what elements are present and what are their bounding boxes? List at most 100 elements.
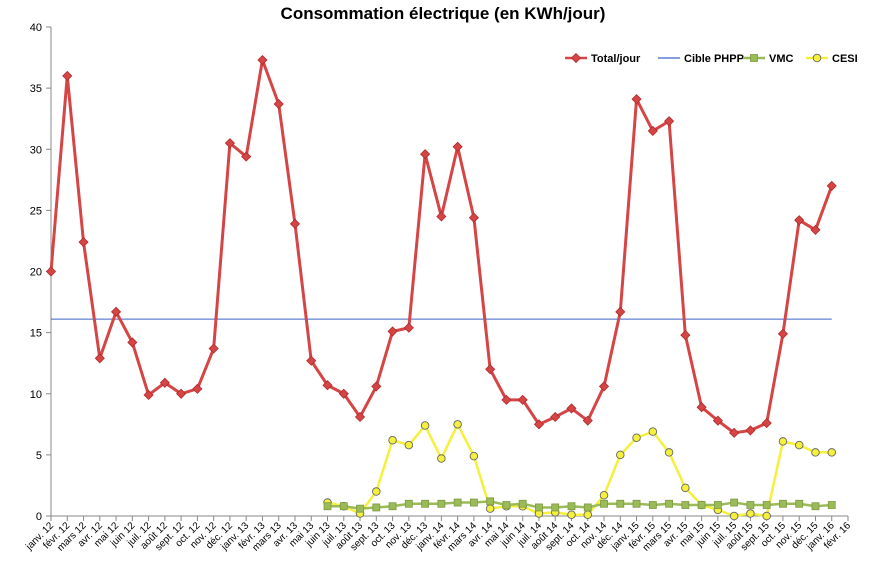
- data-point: [567, 510, 576, 520]
- legend-marker: [812, 53, 822, 63]
- data-point: [533, 419, 545, 430]
- y-tick-label: 20: [30, 267, 42, 279]
- data-point: [761, 418, 772, 429]
- data-point: [811, 448, 820, 457]
- data-point: [387, 326, 398, 337]
- data-point: [62, 70, 73, 81]
- data-point: [795, 499, 804, 508]
- chart-title: Consommation électrique (en KWh/jour): [280, 4, 606, 23]
- data-point: [794, 440, 804, 450]
- data-point: [599, 490, 609, 500]
- data-point: [777, 328, 789, 339]
- data-point: [453, 420, 462, 429]
- data-point: [356, 504, 364, 513]
- data-point: [681, 483, 690, 493]
- legend-item: Cible PHPP: [658, 53, 744, 65]
- data-point: [600, 499, 608, 508]
- series-line: [49, 58, 834, 435]
- data-point: [420, 421, 430, 430]
- data-point: [730, 498, 739, 507]
- data-point: [778, 437, 788, 446]
- y-tick-label: 15: [30, 328, 42, 340]
- data-point: [192, 383, 203, 394]
- data-point: [583, 503, 592, 512]
- data-point: [436, 211, 447, 222]
- data-point: [469, 498, 478, 507]
- data-point: [696, 402, 707, 413]
- data-point: [469, 451, 479, 461]
- legend: Total/jour Cible PHPP VMC CESI: [565, 52, 858, 65]
- data-point: [810, 224, 821, 236]
- data-point: [680, 330, 691, 341]
- data-point: [485, 504, 495, 513]
- data-point: [827, 501, 836, 509]
- data-point: [648, 501, 657, 509]
- legend-item: Total/jour: [565, 52, 641, 65]
- data-point: [746, 509, 755, 518]
- data-point: [631, 94, 642, 105]
- data-point: [421, 499, 430, 508]
- data-point: [388, 502, 397, 511]
- data-point: [339, 502, 348, 511]
- legend-item: VMC: [743, 53, 794, 65]
- data-point: [403, 322, 414, 333]
- legend-marker: [750, 54, 758, 62]
- legend-marker: [570, 52, 582, 64]
- data-point: [437, 454, 446, 463]
- data-point: [632, 499, 641, 508]
- data-point: [371, 381, 382, 392]
- data-point: [452, 141, 463, 152]
- data-point: [257, 54, 268, 66]
- series-layer: [45, 54, 837, 521]
- data-point: [404, 499, 413, 508]
- data-point: [176, 388, 187, 399]
- data-point: [713, 501, 722, 509]
- data-point: [208, 343, 219, 354]
- data-point: [110, 306, 122, 317]
- y-tick-label: 0: [36, 511, 42, 523]
- data-point: [697, 501, 706, 509]
- legend-item: CESI: [806, 53, 858, 65]
- data-point: [762, 501, 771, 509]
- data-point: [583, 510, 593, 520]
- data-point: [746, 501, 755, 509]
- data-point: [388, 435, 397, 445]
- data-point: [616, 450, 625, 460]
- data-point: [224, 138, 235, 149]
- y-tick-label: 25: [30, 205, 42, 217]
- data-point: [273, 98, 284, 110]
- data-point: [486, 497, 495, 506]
- data-point: [354, 411, 366, 423]
- data-point: [616, 499, 625, 508]
- data-point: [665, 499, 673, 508]
- data-point: [566, 403, 577, 414]
- data-point: [745, 425, 756, 436]
- series-line: [327, 500, 832, 510]
- series-total-jour: [45, 54, 837, 438]
- data-point: [664, 116, 675, 127]
- data-point: [437, 499, 446, 508]
- legend-label: Total/jour: [591, 53, 641, 65]
- data-point: [338, 388, 349, 399]
- data-point: [664, 448, 674, 457]
- legend-label: CESI: [832, 53, 858, 65]
- data-point: [567, 502, 576, 511]
- legend-label: Cible PHPP: [684, 53, 744, 65]
- data-point: [632, 433, 641, 443]
- data-point: [306, 355, 317, 366]
- legend-label: VMC: [769, 53, 794, 65]
- data-point: [826, 180, 837, 191]
- data-point: [535, 503, 543, 512]
- series-vmc: [323, 497, 836, 513]
- data-point: [78, 237, 89, 248]
- data-point: [453, 498, 462, 507]
- data-point: [289, 218, 301, 229]
- data-point: [94, 353, 105, 364]
- data-point: [811, 502, 820, 511]
- data-point: [501, 394, 512, 405]
- data-point: [518, 499, 527, 508]
- y-tick-label: 10: [30, 389, 42, 401]
- data-point: [159, 377, 170, 388]
- data-point: [647, 125, 658, 136]
